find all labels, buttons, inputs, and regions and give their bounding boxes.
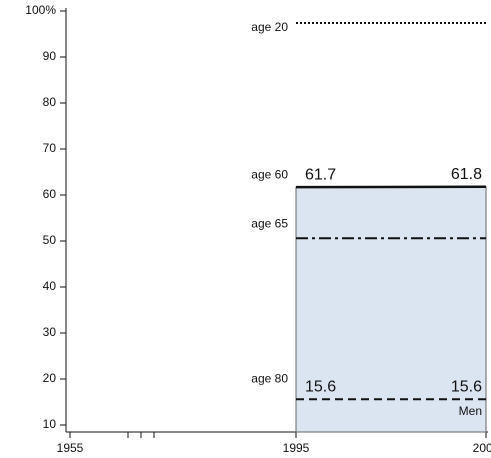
series-label: age 80: [251, 371, 288, 385]
y-tick-label: 60: [43, 187, 57, 201]
value-label: 61.7: [305, 166, 336, 183]
series-label: age 20: [251, 20, 288, 34]
series-label: age 60: [251, 167, 288, 181]
y-tick-label: 40: [43, 279, 57, 293]
value-label: 61.8: [451, 166, 482, 183]
y-tick-label: 90: [43, 49, 57, 63]
y-tick-label: 70: [43, 141, 57, 155]
x-tick-label: 2005: [473, 441, 491, 455]
value-label: 15.6: [305, 378, 336, 395]
y-tick-label: 30: [43, 325, 57, 339]
y-tick-label: 20: [43, 371, 57, 385]
value-label: 15.6: [451, 378, 482, 395]
series-label: age 65: [251, 216, 288, 230]
y-tick-label: 10: [43, 417, 57, 431]
y-tick-label: 80: [43, 95, 57, 109]
annotation: Men: [459, 404, 482, 418]
x-tick-label: 1955: [57, 441, 84, 455]
x-tick-label: 1995: [283, 441, 310, 455]
y-tick-label: 100%: [25, 3, 56, 17]
y-tick-label: 50: [43, 233, 57, 247]
